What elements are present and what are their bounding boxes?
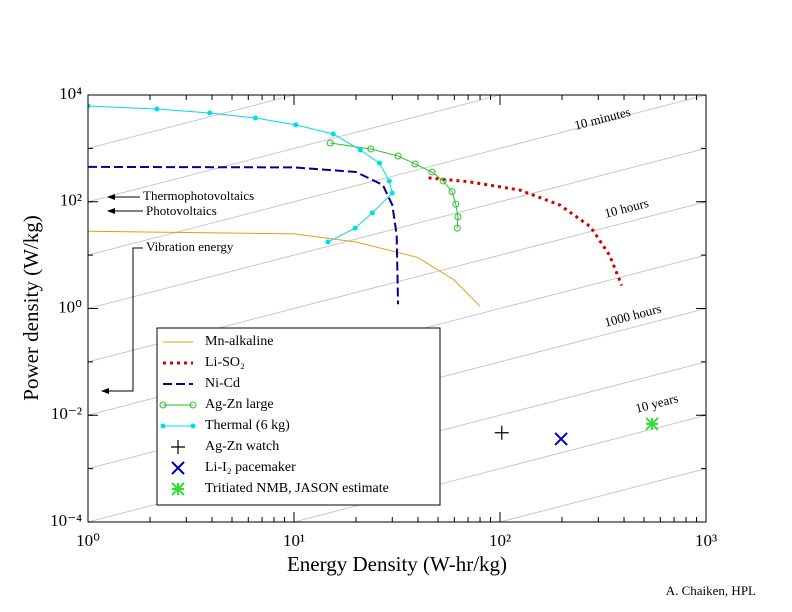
marker — [448, 188, 456, 196]
marker — [252, 115, 258, 121]
series-line — [330, 142, 459, 229]
marker — [454, 213, 462, 221]
series — [428, 176, 624, 287]
marker — [171, 461, 185, 475]
marker — [453, 224, 461, 232]
marker — [171, 482, 185, 496]
marker — [189, 401, 197, 409]
marker — [330, 131, 336, 137]
side-label: Thermophotovoltaics — [143, 188, 254, 203]
marker — [386, 178, 392, 184]
iso-time-line — [498, 468, 706, 522]
side-label: Vibration energy — [146, 239, 234, 254]
time-label: 1000 hours — [603, 301, 663, 330]
series — [494, 425, 509, 440]
series — [645, 417, 659, 431]
iso-time-line — [88, 95, 706, 256]
legend-box — [156, 327, 441, 506]
x-axis-label: Energy Density (W-hr/kg) — [287, 552, 507, 576]
legend-label: Mn-alkaline — [205, 334, 273, 349]
axes: 10⁰ 10¹ 10² 10³ 10⁻⁴ 10⁻² 10⁰ 10² 10⁴ — [50, 84, 717, 550]
y-tick-label: 10⁰ — [58, 297, 82, 316]
x-tick-label: 10⁰ — [76, 531, 100, 550]
marker — [369, 210, 375, 216]
iso-time-line — [88, 95, 90, 96]
iso-time-line — [88, 575, 706, 612]
y-axis-label: Power density (W/kg) — [19, 215, 43, 400]
legend-label: Ni-Cd — [205, 376, 240, 391]
series-line — [428, 176, 624, 287]
arrow — [101, 247, 143, 394]
marker — [376, 160, 382, 166]
marker — [554, 432, 568, 446]
time-label: 10 hours — [603, 195, 650, 221]
iso-time-line — [88, 0, 706, 42]
legend-label: Ag-Zn watch — [205, 439, 279, 454]
x-tick-label: 10¹ — [283, 531, 305, 550]
legend-label: Li-SO₂ — [205, 355, 245, 370]
marker — [357, 147, 363, 153]
marker — [394, 152, 402, 160]
legend: Mn-alkaline Li-SO₂ Ni-Cd Ag-Zn large Thermal… — [156, 327, 441, 506]
marker — [494, 425, 509, 440]
legend-label: Ag-Zn large — [205, 397, 274, 412]
iso-time-lines — [88, 0, 706, 612]
marker — [154, 106, 160, 112]
y-tick-label: 10⁻⁴ — [50, 511, 82, 530]
marker — [452, 200, 460, 208]
iso-time-line — [88, 95, 296, 149]
marker — [389, 190, 395, 196]
marker — [352, 225, 358, 231]
plot-area — [88, 103, 659, 446]
marker — [367, 145, 375, 153]
series — [88, 103, 395, 245]
legend-label: Tritiated NMB, JASON estimate — [205, 481, 389, 496]
series — [326, 139, 462, 232]
series — [554, 432, 568, 446]
y-tick-label: 10² — [60, 191, 82, 210]
marker — [326, 139, 334, 147]
marker — [88, 103, 91, 109]
time-label: 10 years — [634, 390, 680, 415]
marker — [439, 177, 447, 185]
marker — [428, 168, 436, 176]
iso-time-line — [88, 147, 706, 309]
series-line — [88, 105, 393, 243]
x-tick-label: 10³ — [695, 531, 717, 550]
marker — [190, 423, 196, 429]
legend-label: Li-I₂ pacemaker — [205, 460, 296, 475]
time-label: 10 minutes — [573, 104, 632, 133]
y-tick-label: 10⁻² — [51, 404, 82, 423]
marker — [207, 110, 213, 116]
marker — [293, 122, 299, 128]
y-tick-label: 10⁴ — [59, 84, 82, 103]
side-label: Photovoltaics — [146, 203, 217, 218]
series — [88, 230, 481, 307]
marker — [325, 239, 331, 245]
marker — [411, 160, 419, 168]
marker — [160, 423, 166, 429]
series-line — [88, 230, 481, 307]
legend-label: Thermal (6 kg) — [205, 418, 290, 433]
credit: A. Chaiken, HPL — [666, 583, 756, 598]
x-tick-label: 10² — [489, 531, 511, 550]
marker — [171, 440, 185, 454]
iso-time-line — [88, 95, 502, 203]
marker — [159, 401, 167, 409]
marker — [645, 417, 659, 431]
